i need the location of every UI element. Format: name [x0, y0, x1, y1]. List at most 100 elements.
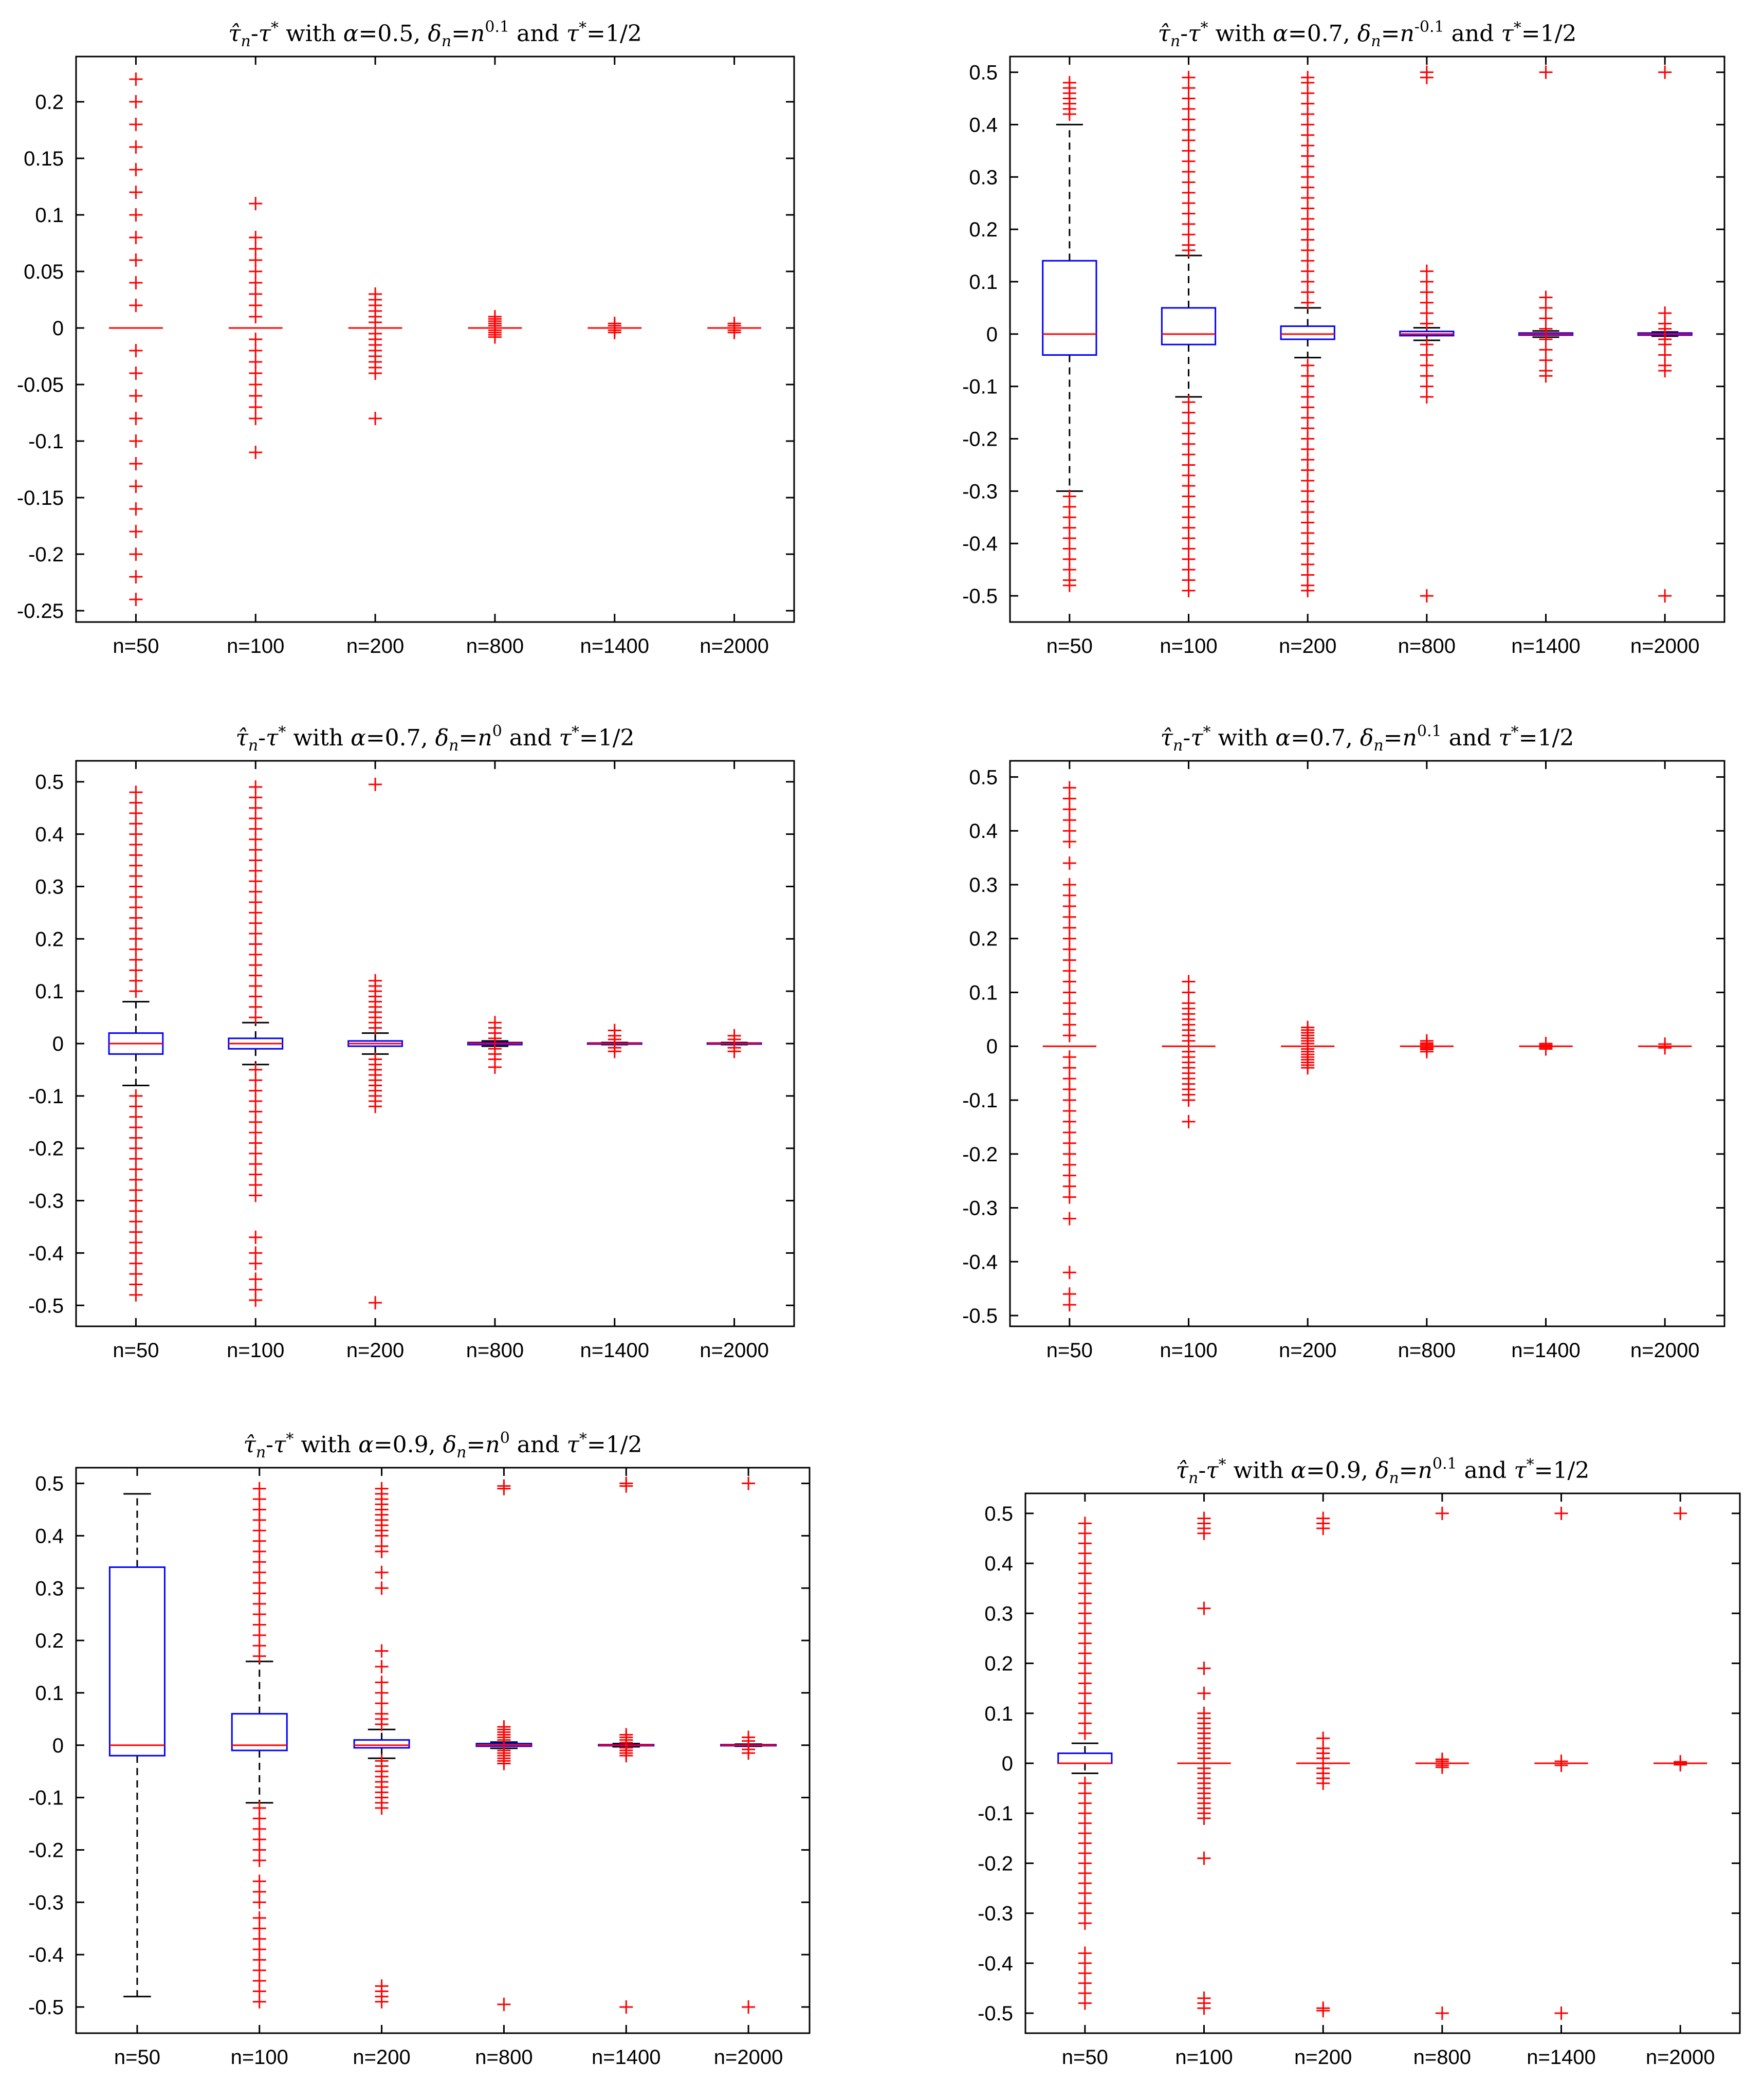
- x-tick-label: n=1400: [1511, 635, 1581, 658]
- outlier-marker: [375, 1660, 389, 1674]
- y-tick-label: 0.1: [969, 271, 998, 294]
- outlier-marker: [1554, 1506, 1568, 1520]
- x-tick-label: n=50: [1046, 1339, 1093, 1362]
- y-tick-label: -0.4: [962, 1251, 998, 1273]
- x-tick-label: n=200: [346, 1339, 404, 1362]
- outlier-marker: [375, 1581, 389, 1595]
- y-tick-label: -0.4: [28, 1944, 64, 1966]
- outlier-marker: [1435, 1760, 1449, 1774]
- outlier-marker: [249, 1011, 263, 1025]
- outlier-marker: [1658, 1041, 1672, 1055]
- outlier-marker: [252, 1853, 266, 1867]
- outlier-marker: [1316, 1776, 1330, 1790]
- outlier-marker: [249, 355, 263, 369]
- outlier-marker: [1539, 369, 1553, 383]
- outlier-marker: [1420, 589, 1434, 603]
- x-tick-label: n=2000: [1630, 635, 1700, 658]
- outlier-marker: [1062, 1029, 1076, 1043]
- outlier-marker: [249, 1256, 263, 1270]
- outlier-marker: [1078, 1996, 1092, 2010]
- y-tick-label: -0.1: [28, 1085, 64, 1108]
- outlier-marker: [129, 1288, 143, 1302]
- x-tick-label: n=100: [1160, 635, 1217, 658]
- y-tick-label: 0.1: [35, 1682, 64, 1705]
- outlier-marker: [129, 367, 143, 380]
- x-tick-label: n=100: [231, 2046, 288, 2069]
- y-tick-label: 0.1: [984, 1703, 1013, 1725]
- y-tick-label: 0.15: [24, 148, 64, 170]
- box-n=800: [1399, 65, 1455, 603]
- chart-panel-2: τ̂n-τ* with α=0.7, δn=n-0.1 and τ*=1/2 0.…: [962, 18, 1725, 658]
- outlier-marker: [1182, 1115, 1196, 1128]
- box-n=1400: [587, 317, 642, 339]
- y-tick-label: 0.4: [969, 820, 998, 843]
- outlier-marker: [129, 208, 143, 222]
- outlier-marker: [1078, 1916, 1092, 1930]
- outlier-marker: [129, 276, 143, 289]
- outlier-marker: [1420, 317, 1434, 331]
- outlier-marker: [129, 186, 143, 199]
- box-n=50: [109, 72, 163, 606]
- y-tick-label: 0.5: [984, 1503, 1013, 1525]
- x-tick-label: n=200: [1294, 2046, 1352, 2069]
- x-tick-label: n=2000: [714, 2046, 783, 2069]
- box-n=200: [348, 287, 402, 425]
- outlier-marker: [375, 1995, 389, 2008]
- plot-frame: [75, 760, 795, 1327]
- chart-title: τ̂n-τ* with α=0.7, δn=n0 and τ*=1/2: [235, 722, 634, 755]
- outlier-marker: [249, 253, 263, 267]
- outlier-marker: [129, 525, 143, 538]
- outlier-marker: [369, 316, 382, 329]
- box-n=100: [1162, 975, 1216, 1128]
- outlier-marker: [129, 231, 143, 244]
- chart-title: τ̂n-τ* with α=0.7, δn=n0.1 and τ*=1/2: [1161, 722, 1574, 755]
- outlier-marker: [619, 1749, 633, 1763]
- iqr-box: [1161, 307, 1217, 345]
- outlier-marker: [249, 242, 263, 255]
- outlier-marker: [1197, 1661, 1211, 1675]
- outlier-marker: [129, 72, 143, 86]
- outlier-marker: [369, 1100, 382, 1113]
- x-tick-label: n=800: [1398, 1339, 1456, 1362]
- box-n=1400: [1518, 65, 1574, 383]
- x-tick-label: n=50: [113, 1339, 159, 1362]
- box-n=1400: [1534, 1506, 1588, 2020]
- x-tick-label: n=50: [1046, 635, 1093, 658]
- y-tick-label: -0.2: [962, 428, 998, 451]
- y-tick-label: 0.3: [35, 1577, 64, 1600]
- box-n=200: [347, 777, 403, 1310]
- outlier-marker: [1554, 1758, 1568, 1772]
- outlier-marker: [1301, 296, 1315, 309]
- x-tick-label: n=50: [114, 2046, 160, 2069]
- y-tick-label: 0.3: [984, 1602, 1013, 1625]
- y-tick-label: 0.1: [35, 980, 64, 1003]
- x-tick-label: n=800: [466, 635, 524, 658]
- outlier-marker: [129, 434, 143, 448]
- box-n=50: [108, 1493, 166, 1998]
- outlier-marker: [369, 367, 382, 380]
- outlier-marker: [1301, 583, 1315, 597]
- y-tick-label: 0.2: [969, 218, 998, 241]
- outlier-marker: [249, 412, 263, 425]
- outlier-marker: [1062, 107, 1076, 121]
- y-tick-label: -0.4: [28, 1242, 64, 1265]
- y-tick-label: 0.2: [35, 91, 64, 114]
- x-tick-label: n=800: [466, 1339, 524, 1362]
- outlier-marker: [1078, 1726, 1092, 1740]
- box-n=1400: [1519, 1037, 1573, 1056]
- y-tick-label: -0.2: [28, 1138, 64, 1160]
- outlier-marker: [249, 446, 263, 459]
- outlier-marker: [375, 1801, 389, 1815]
- y-tick-label: 0.3: [969, 166, 998, 189]
- y-tick-label: 0.2: [969, 928, 998, 951]
- box-n=50: [1042, 76, 1097, 592]
- box-n=2000: [1637, 65, 1693, 603]
- outlier-marker: [742, 2000, 756, 2014]
- chart-title: τ̂n-τ* with α=0.5, δn=n0.1 and τ*=1/2: [228, 18, 642, 50]
- outlier-marker: [249, 400, 263, 414]
- outlier-marker: [1062, 1190, 1076, 1204]
- box-n=50: [1042, 781, 1096, 1312]
- x-tick-label: n=800: [1413, 2046, 1471, 2069]
- outlier-marker: [497, 1997, 511, 2011]
- outlier-marker: [249, 1230, 263, 1244]
